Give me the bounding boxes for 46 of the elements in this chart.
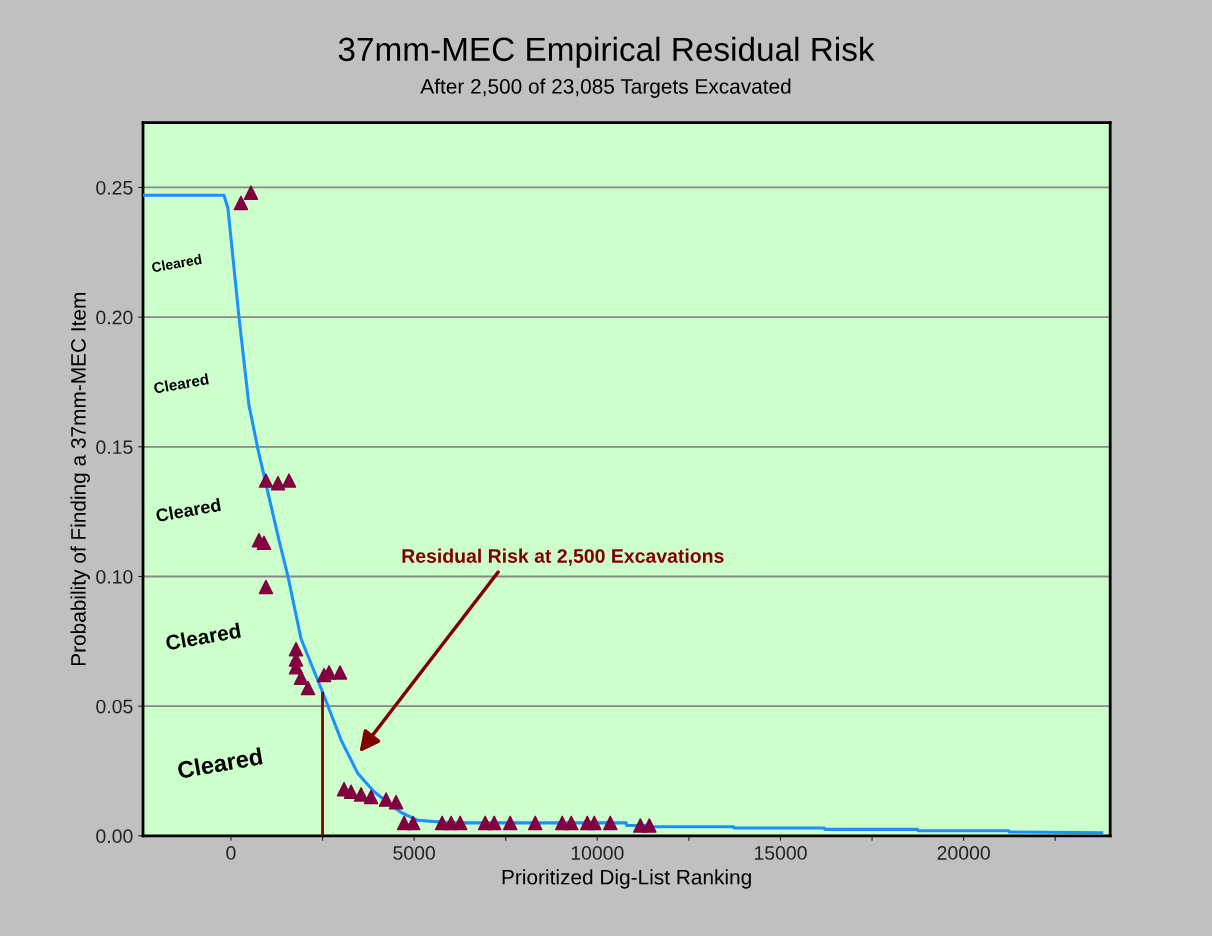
point [258,579,274,595]
point [353,787,369,802]
point [243,185,259,200]
x-tick-label: 20000 [937,846,990,860]
annotation: Residual Risk at 2,500 Excavations [402,548,724,566]
point [587,815,602,831]
point [343,784,359,800]
annotation: Cleared [153,373,209,394]
point [363,789,379,805]
point [332,665,348,680]
point [233,195,249,211]
x-tick-label: 15000 [754,846,807,860]
point [293,670,309,685]
point [378,792,394,807]
annotation: Cleared [151,253,202,273]
y-tick-label: 0.20 [96,310,133,325]
y-tick-label: 0.00 [96,829,133,844]
line-series [143,193,1104,835]
point [452,815,468,831]
annotation: Cleared [165,622,241,651]
point [642,818,657,833]
point [564,815,579,831]
point [256,535,272,551]
point [603,815,618,831]
point [270,475,286,491]
point [405,815,421,831]
annotation: Cleared [176,747,263,779]
point [486,815,502,831]
point [502,815,518,831]
annotation: Cleared [155,497,221,523]
y-tick-label: 0.25 [96,180,133,195]
x-tick-label: 5000 [393,846,435,860]
point [281,473,297,488]
point [527,815,543,831]
chart-title: 37mm-MEC Empirical Residual Risk [338,36,875,68]
x-tick-label: 0 [226,846,236,860]
x-axis-title: Prioritized Dig-List Ranking [502,869,751,889]
chart-subtitle: After 2,500 of 23,085 Targets Excavated [420,78,791,98]
point [300,680,316,696]
y-tick-label: 0.05 [96,699,133,714]
y-tick-label: 0.10 [96,569,133,584]
point [258,473,274,488]
x-tick-label: 10000 [571,846,624,860]
y-tick-label: 0.15 [96,440,133,455]
point [388,794,404,810]
y-axis-title: Probability of Finding a 37mm-MEC Item [70,293,90,666]
